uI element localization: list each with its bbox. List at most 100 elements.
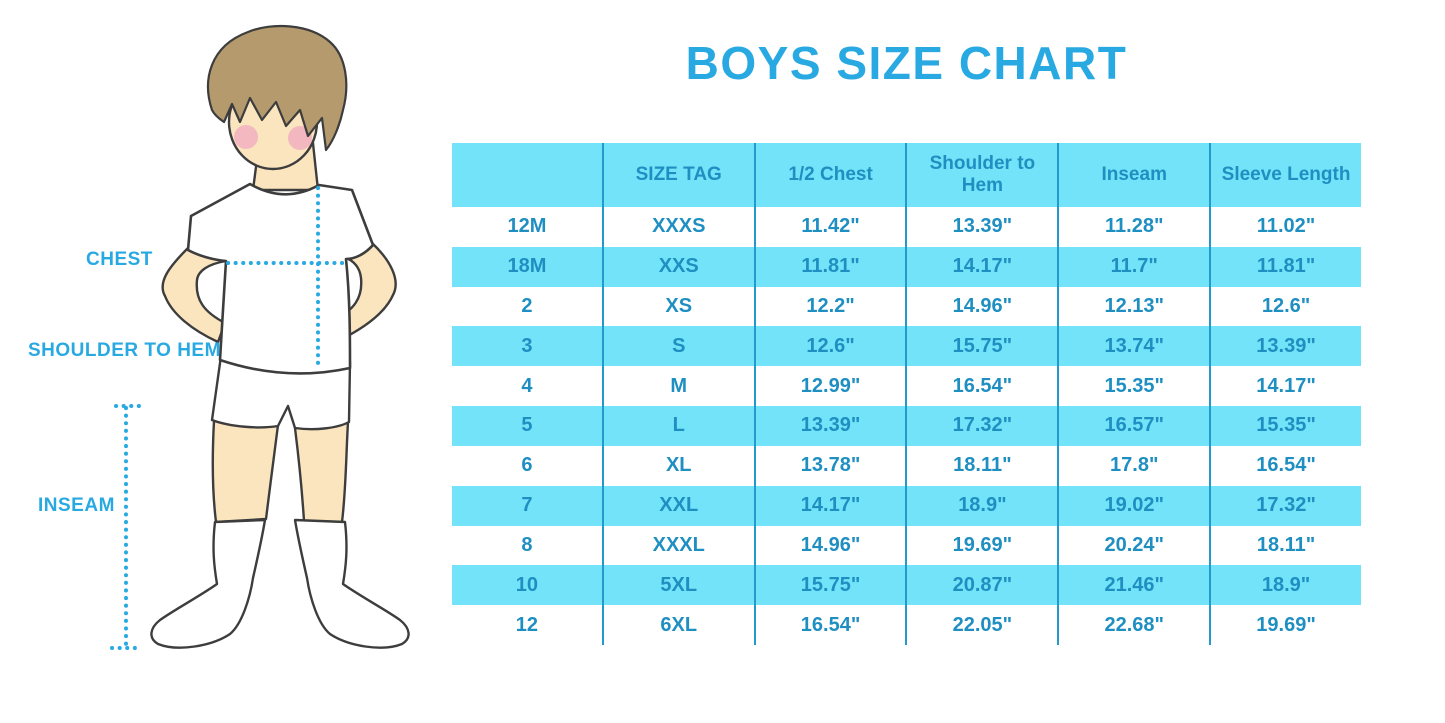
row-label: 18M (452, 246, 604, 287)
table-cell: 13.78" (756, 445, 908, 486)
table-cell: 15.35" (1059, 366, 1212, 407)
table-cell: 16.54" (1256, 454, 1316, 477)
table-cell: XXXL (604, 525, 756, 566)
page-title: BOYS SIZE CHART (685, 37, 1128, 89)
table-row: 18M XXS 11.81" 14.17" 11.7" 11.81" (452, 246, 1361, 287)
table-row: 12 6XL 16.54" 22.05" 22.68" 19.69" (452, 605, 1361, 645)
row-label: 6 (452, 445, 604, 486)
table-cell: XXL (604, 485, 756, 526)
left-leg (211, 419, 280, 524)
table-cell: 19.69" (907, 525, 1060, 566)
table-cell: 15.35" (1256, 414, 1316, 437)
table-cell: 17.32" (907, 406, 1060, 446)
table-row: 6 XL 13.78" 18.11" 17.8" 16.54" (452, 445, 1361, 486)
table-cell: XS (604, 286, 756, 327)
table-cell: 17.32" (1256, 494, 1316, 517)
table-row: 4 M 12.99" 16.54" 15.35" 14.17" (452, 366, 1361, 407)
table-cell: XXS (604, 246, 756, 287)
inseam-label: INSEAM (38, 495, 115, 516)
table-cell: 14.96" (907, 286, 1060, 327)
column-header-size (452, 143, 604, 207)
table-row: 8 XXXL 14.96" 19.69" 20.24" 18.11" (452, 525, 1361, 566)
table-cell: 11.81" (756, 246, 908, 287)
table-cell: 14.96" (756, 525, 908, 566)
table-row: 10 5XL 15.75" 20.87" 21.46" 18.9" (452, 565, 1361, 606)
table-cell: XL (604, 445, 756, 486)
table-cell: 12.6" (1261, 295, 1311, 318)
hair (206, 24, 348, 152)
row-label: 12 (452, 605, 604, 645)
column-header-size-tag: SIZE TAG (604, 143, 756, 207)
row-label: 12M (452, 207, 604, 247)
table-cell: 6XL (604, 605, 756, 645)
table-row: 12M XXXS 11.42" 13.39" 11.28" 11.02" (452, 207, 1361, 247)
row-label: 2 (452, 286, 604, 327)
table-cell: 22.05" (907, 605, 1060, 645)
table-row: 5 L 13.39" 17.32" 16.57" 15.35" (452, 406, 1361, 446)
column-header-shoulder-to-hem: Shoulder to Hem (907, 143, 1060, 207)
table-row: 2 XS 12.2" 14.96" 12.13" 12.6" (452, 286, 1361, 327)
table-cell: 16.54" (907, 366, 1060, 407)
right-sock (293, 518, 410, 649)
table-cell: 13.39" (907, 207, 1060, 247)
table-cell: 11.7" (1059, 246, 1212, 287)
left-sock (150, 518, 267, 649)
right-leg (293, 420, 350, 524)
table-cell: 22.68" (1059, 605, 1212, 645)
row-label: 7 (452, 485, 604, 526)
table-cell: 12.6" (756, 326, 908, 367)
table-row: 7 XXL 14.17" 18.9" 19.02" 17.32" (452, 485, 1361, 526)
table-cell: 13.39" (756, 406, 908, 446)
row-label: 5 (452, 406, 604, 446)
table-cell: 17.8" (1059, 445, 1212, 486)
table-cell: 14.17" (756, 485, 908, 526)
table-cell: 11.42" (756, 207, 908, 247)
size-table: SIZE TAG 1/2 Chest Shoulder to Hem Inseam Sl… (452, 143, 1361, 645)
table-cell: 13.39" (1256, 334, 1316, 357)
table-header-row: SIZE TAG 1/2 Chest Shoulder to Hem Inseam Sl… (452, 143, 1361, 207)
column-header-sleeve-length: Sleeve Length (1221, 164, 1351, 186)
left-arm (161, 246, 228, 344)
table-cell: 11.28" (1059, 207, 1212, 247)
table-cell: 16.57" (1059, 406, 1212, 446)
left-blush (234, 125, 258, 149)
table-cell: 15.75" (756, 565, 908, 606)
table-cell: 18.9" (1261, 573, 1311, 596)
column-header-1-2-chest: 1/2 Chest (756, 143, 908, 207)
table-cell: 15.75" (907, 326, 1060, 367)
table-cell: 14.17" (907, 246, 1060, 287)
table-cell: 18.11" (1256, 533, 1316, 556)
table-cell: 5XL (604, 565, 756, 606)
row-label: 10 (452, 565, 604, 606)
table-cell: 11.81" (1256, 255, 1316, 278)
row-label: 8 (452, 525, 604, 566)
table-cell: 11.02" (1256, 215, 1316, 238)
table-cell: 20.24" (1059, 525, 1212, 566)
shoulder-to-hem-label: SHOULDER TO HEM (28, 340, 221, 361)
table-cell: 12.99" (756, 366, 908, 407)
table-row: 3 S 12.6" 15.75" 13.74" 13.39" (452, 326, 1361, 367)
table-cell: XXXS (604, 207, 756, 247)
tshirt (186, 182, 375, 375)
column-header-inseam: Inseam (1059, 143, 1212, 207)
table-cell: 18.11" (907, 445, 1060, 486)
table-cell: 20.87" (907, 565, 1060, 606)
chest-label: CHEST (86, 249, 153, 270)
table-cell: 19.69" (1256, 613, 1316, 636)
table-cell: L (604, 406, 756, 446)
row-label: 4 (452, 366, 604, 407)
table-cell: M (604, 366, 756, 407)
table-cell: 14.17" (1256, 374, 1316, 397)
table-cell: 16.54" (756, 605, 908, 645)
table-cell: 13.74" (1059, 326, 1212, 367)
table-cell: S (604, 326, 756, 367)
table-cell: 18.9" (907, 485, 1060, 526)
table-cell: 19.02" (1059, 485, 1212, 526)
shorts (210, 354, 352, 431)
table-cell: 12.13" (1059, 286, 1212, 327)
row-label: 3 (452, 326, 604, 367)
table-cell: 21.46" (1059, 565, 1212, 606)
table-cell: 12.2" (756, 286, 908, 327)
boy-measurement-illustration (110, 24, 410, 650)
